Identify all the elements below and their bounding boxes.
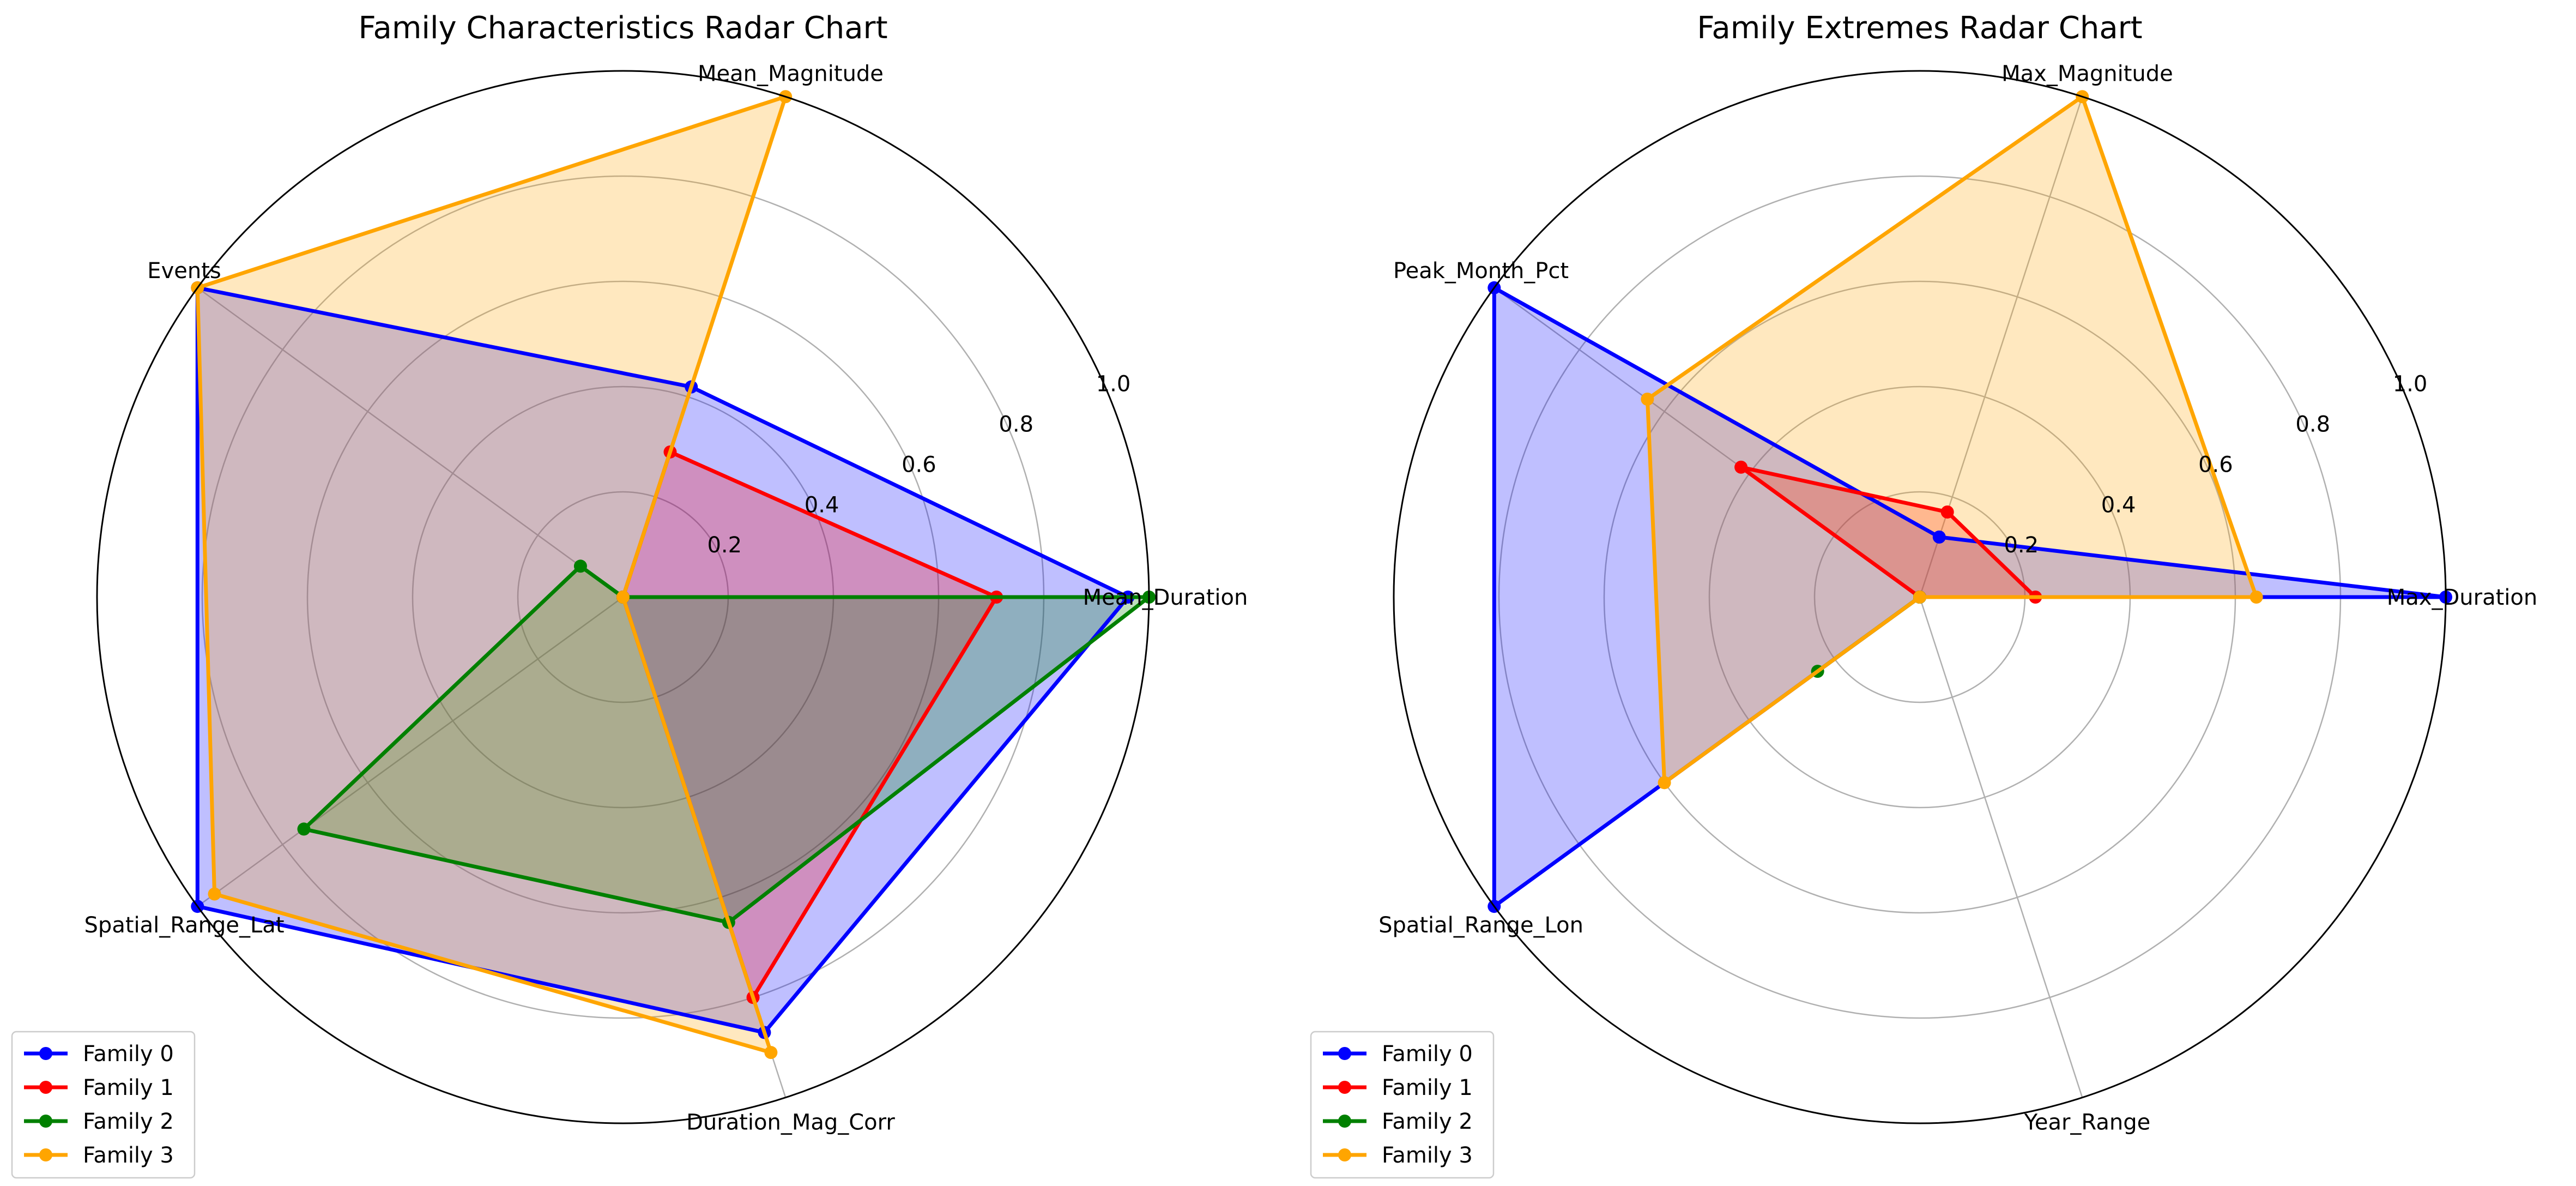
legend-marker	[39, 1047, 52, 1060]
series-line-family-2	[300, 563, 1155, 925]
radial-tick-label: 0.4	[2101, 492, 2136, 517]
series-fill-family-2	[304, 566, 1149, 923]
legend-marker	[1338, 1148, 1351, 1161]
data-point-family-3-max-duration	[2250, 591, 2263, 604]
data-point-family-3-year-range	[1913, 591, 1926, 604]
chart-title: Family Extremes Radar Chart	[1697, 10, 2142, 46]
legend-label: Family 1	[83, 1075, 174, 1100]
data-point-family-1-max-magnitude	[1940, 505, 1954, 519]
legend-marker	[1338, 1047, 1351, 1060]
legend-item-family-1: Family 1	[24, 1075, 174, 1100]
legend-label: Family 1	[1382, 1075, 1473, 1100]
chart-title: Family Characteristics Radar Chart	[358, 10, 887, 46]
radial-tick-label: 0.6	[2198, 452, 2233, 477]
data-point-family-1-peak-month-pct	[1734, 460, 1748, 474]
radial-tick-label: 0.2	[2004, 533, 2039, 558]
data-point-family-3-peak-month-pct	[1641, 392, 1654, 406]
data-point-family-2-events	[573, 559, 587, 573]
series-group	[191, 90, 1156, 1059]
axis-label-year-range: Year_Range	[2024, 1110, 2150, 1135]
legend-frame	[1310, 1031, 1495, 1179]
radar-chart-extremes: 0.2 0.4 0.6 0.8 1.0 Max_Duration Max_Magnitude…	[1310, 10, 2537, 1179]
radial-ticks: 0.2 0.4 0.6 0.8 1.0	[707, 372, 1130, 558]
series-fill-family-1	[1741, 467, 2036, 597]
outer-frame	[96, 70, 1150, 1124]
axis-label-duration-mag-corr: Duration_Mag_Corr	[686, 1110, 895, 1135]
data-point-family-3-duration-mag-corr	[764, 1046, 778, 1059]
spoke-line	[197, 596, 624, 907]
data-point-family-0-max-magnitude	[1932, 530, 1946, 544]
axis-label-max-duration: Max_Duration	[2387, 585, 2537, 610]
legend: Family 0 Family 1 Family 2 Family 3	[1310, 1031, 1495, 1179]
legend-marker	[39, 1115, 52, 1128]
legend-marker	[39, 1148, 52, 1161]
radar-chart-characteristics: 0.2 0.4 0.6 0.8 1.0 Mean_Duration Mean_Magnitu…	[11, 10, 1248, 1179]
legend-label: Family 3	[1382, 1143, 1473, 1168]
legend-item-family-3: Family 3	[24, 1143, 174, 1168]
legend-label: Family 0	[83, 1041, 174, 1067]
legend-item-family-2: Family 2	[1323, 1109, 1473, 1134]
series-line-family-3	[195, 93, 789, 1056]
legend-item-family-3: Family 3	[1323, 1143, 1473, 1168]
axis-label-mean-duration: Mean_Duration	[1083, 585, 1248, 610]
legend-label: Family 2	[1382, 1109, 1473, 1134]
series-fill-family-1	[623, 451, 997, 998]
legend-marker	[1338, 1081, 1351, 1094]
legend-item-family-0: Family 0	[24, 1041, 174, 1067]
axis-labels: Mean_Duration Mean_Magnitude Events Spatial…	[84, 62, 1248, 1135]
axis-label-events: Events	[147, 258, 221, 284]
series-line-family-3	[1645, 93, 2259, 786]
axis-label-peak-month-pct: Peak_Month_Pct	[1393, 258, 1569, 284]
legend-marker	[1338, 1115, 1351, 1128]
legend-label: Family 2	[83, 1109, 174, 1134]
legend: Family 0 Family 1 Family 2 Family 3	[11, 1031, 196, 1179]
axis-label-spatial-range-lon: Spatial_Range_Lon	[1378, 913, 1583, 938]
data-point-family-2-spatial-range-lat	[297, 822, 311, 836]
axis-label-max-magnitude: Max_Magnitude	[2001, 62, 2173, 87]
series-fill-family-3	[197, 97, 786, 1053]
spoke-line	[197, 287, 624, 598]
spoke-line	[1919, 597, 2083, 1098]
series-group	[1487, 90, 2452, 913]
legend-item-family-1: Family 1	[1323, 1075, 1473, 1100]
radial-tick-label: 1.0	[1096, 372, 1131, 397]
radial-tick-label: 0.2	[707, 533, 742, 558]
series-line-family-0	[195, 285, 1131, 1035]
legend-item-family-2: Family 2	[24, 1109, 174, 1134]
radial-tick-label: 0.6	[902, 452, 936, 477]
legend-label: Family 3	[83, 1143, 174, 1168]
data-point-family-3-mean-duration	[616, 591, 630, 604]
axis-label-mean-magnitude: Mean_Magnitude	[698, 62, 884, 87]
legend-label: Family 0	[1382, 1041, 1473, 1067]
axis-label-spatial-range-lat: Spatial_Range_Lat	[84, 913, 285, 938]
data-point-family-3-spatial-range-lat	[208, 887, 221, 901]
radial-tick-label: 0.4	[805, 492, 839, 517]
series-fill-family-3	[1647, 97, 2257, 783]
legend-marker	[39, 1081, 52, 1094]
radial-tick-label: 0.8	[2295, 412, 2330, 437]
axis-labels: Max_Duration Max_Magnitude Peak_Month_Pct S…	[1378, 62, 2537, 1135]
radial-tick-label: 1.0	[2393, 372, 2428, 397]
legend-frame	[11, 1031, 196, 1179]
radial-ticks: 0.2 0.4 0.6 0.8 1.0	[2004, 372, 2427, 558]
radial-tick-label: 0.8	[999, 412, 1033, 437]
series-fill-family-0	[197, 287, 1128, 1033]
outer-frame	[1393, 70, 2447, 1124]
data-point-family-3-spatial-range-lon	[1658, 776, 1671, 790]
legend-item-family-0: Family 0	[1323, 1041, 1473, 1067]
